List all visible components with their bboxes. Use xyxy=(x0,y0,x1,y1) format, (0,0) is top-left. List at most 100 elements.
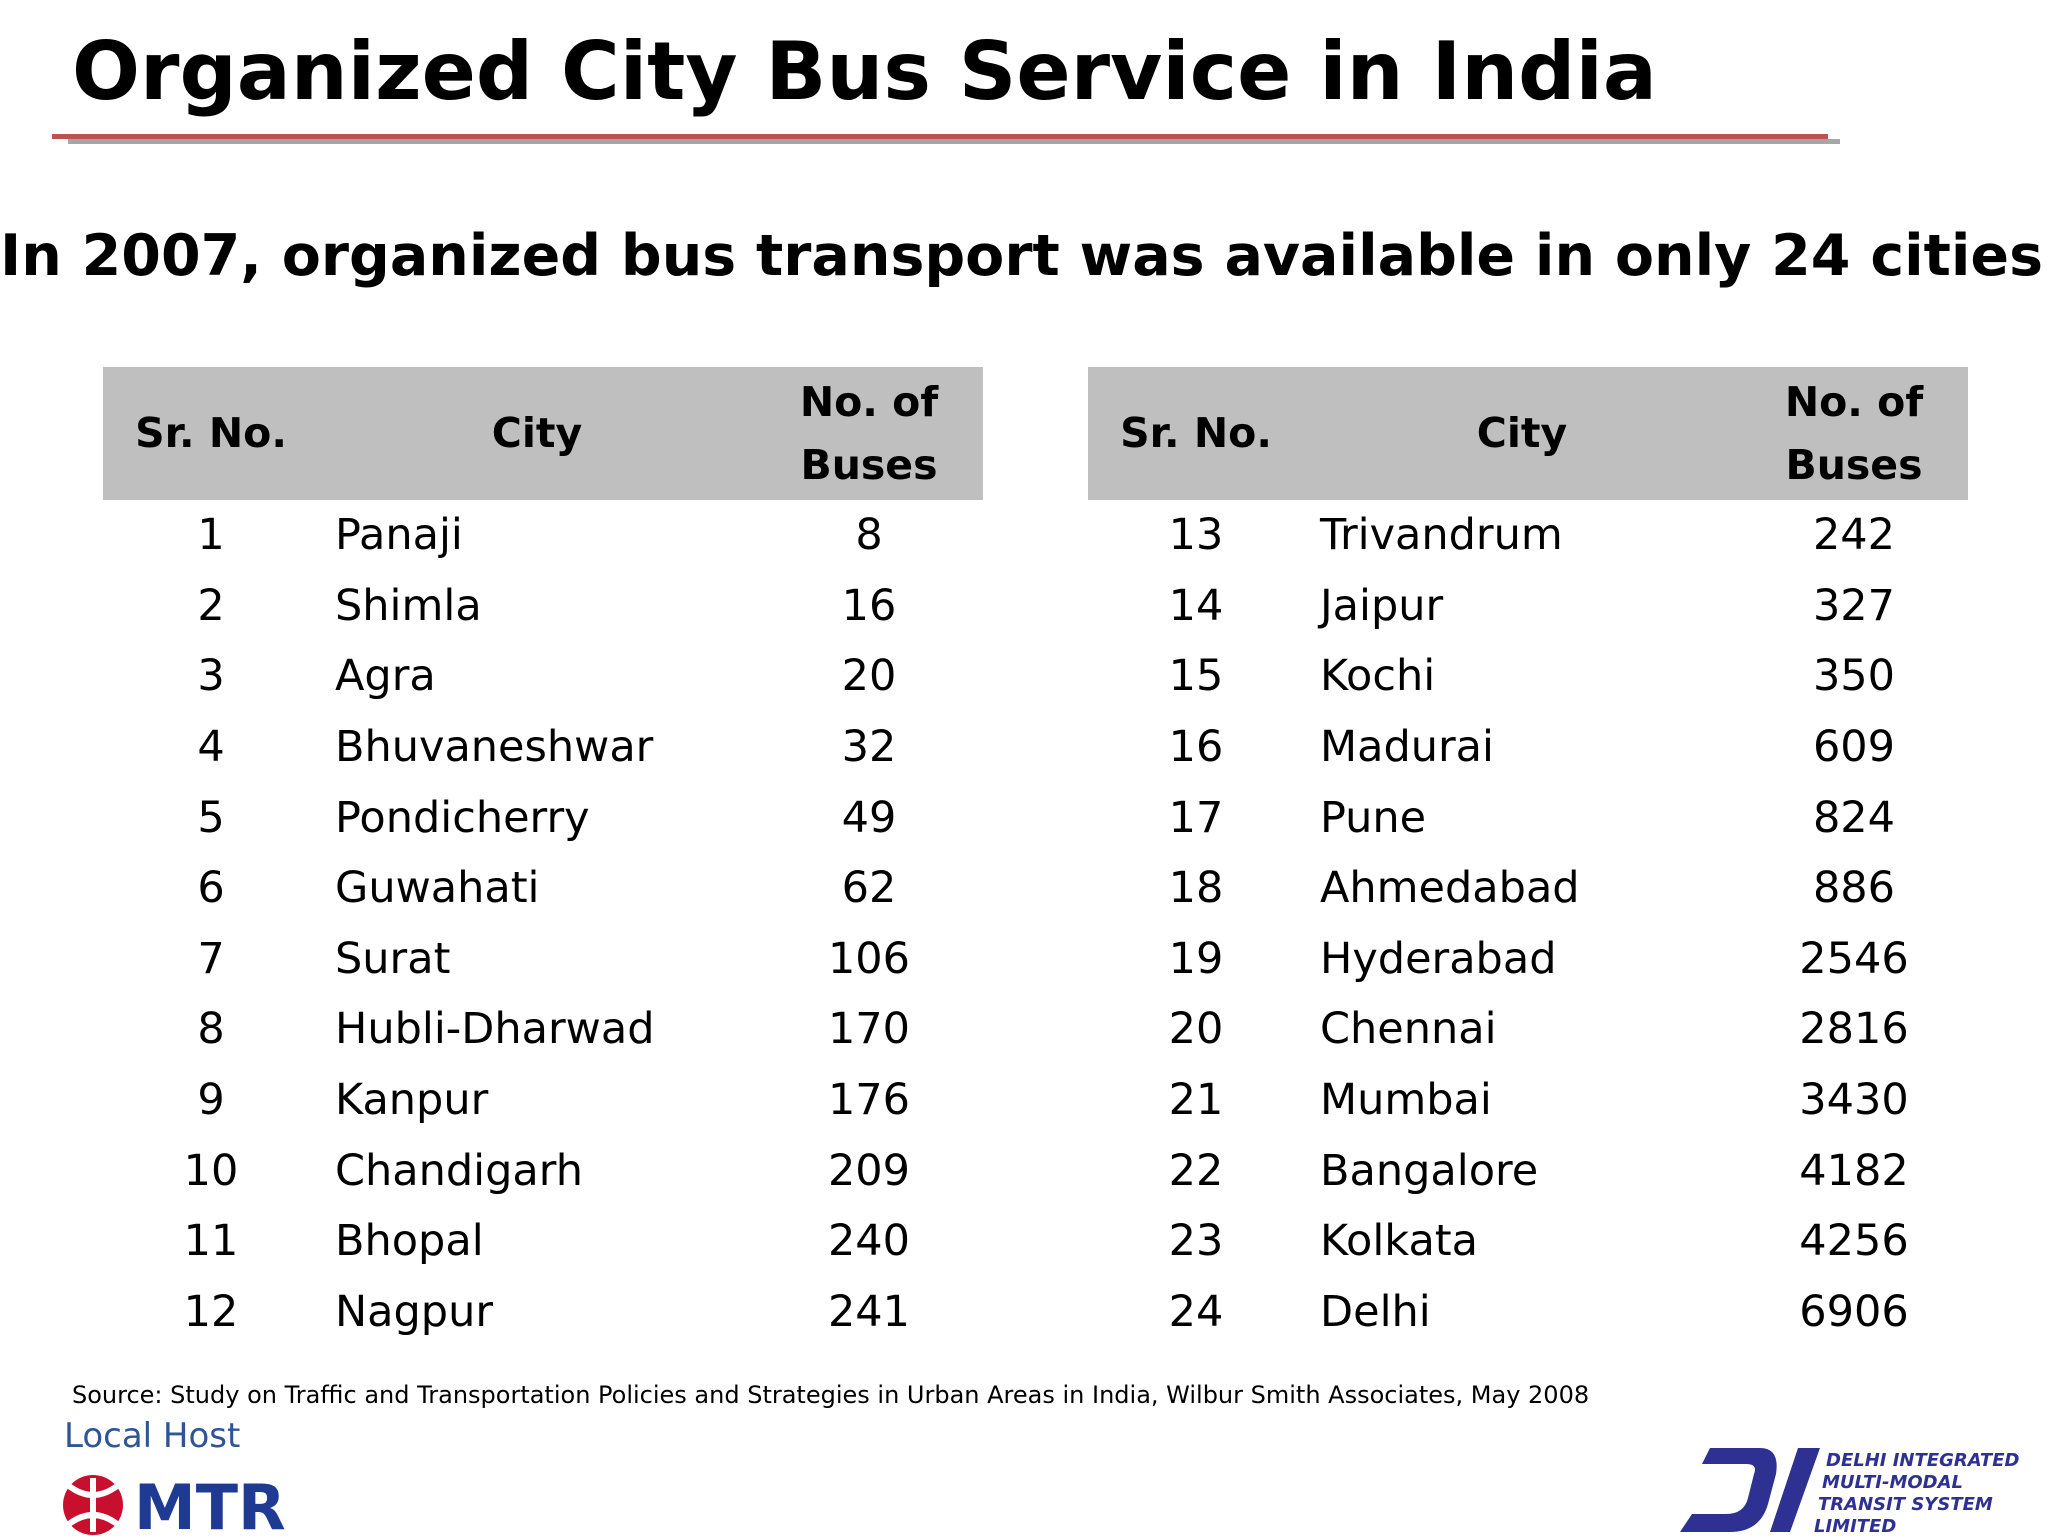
dimts-logo-line3: TRANSIT SYSTEM xyxy=(1818,1494,1993,1515)
table-row: 6 Guwahati 62 xyxy=(103,853,983,924)
cell-city: Kochi xyxy=(1320,651,1436,702)
cell-city: Surat xyxy=(335,933,451,984)
cell-sr-no: 10 xyxy=(183,1145,239,1196)
cell-sr-no: 6 xyxy=(197,863,225,914)
cell-no-of-buses: 32 xyxy=(841,722,897,773)
cell-no-of-buses: 209 xyxy=(827,1145,911,1196)
cell-sr-no: 24 xyxy=(1168,1286,1224,1337)
table-row: 22 Bangalore 4182 xyxy=(1088,1135,1968,1206)
table-row: 8 Hubli-Dharwad 170 xyxy=(103,994,983,1065)
cell-no-of-buses: 350 xyxy=(1812,651,1896,702)
cell-sr-no: 19 xyxy=(1168,933,1224,984)
cell-city: Hubli-Dharwad xyxy=(335,1004,655,1055)
header-no-of-buses: No. of Buses xyxy=(755,367,983,500)
cell-city: Trivandrum xyxy=(1320,510,1563,561)
dimts-logo-line4: LIMITED xyxy=(1814,1516,1896,1536)
table-header-row: Sr. No. City No. of Buses xyxy=(1088,367,1968,500)
slide-title: Organized City Bus Service in India xyxy=(72,25,1657,118)
header-no-of-buses: No. of Buses xyxy=(1740,367,1968,500)
cell-city: Kolkata xyxy=(1320,1216,1479,1267)
table-row: 17 Pune 824 xyxy=(1088,782,1968,853)
cell-sr-no: 18 xyxy=(1168,863,1224,914)
table-body-right: 13 Trivandrum 242 14 Jaipur 327 15 Kochi 350 16 Ma… xyxy=(1088,500,1968,1347)
cell-sr-no: 13 xyxy=(1168,510,1224,561)
header-buses-line1: No. of xyxy=(799,377,939,426)
cell-no-of-buses: 886 xyxy=(1812,863,1896,914)
header-sr-no: Sr. No. xyxy=(103,367,319,500)
cell-city: Pondicherry xyxy=(335,792,590,843)
cell-city: Hyderabad xyxy=(1320,933,1557,984)
cell-sr-no: 22 xyxy=(1168,1145,1224,1196)
table-row: 21 Mumbai 3430 xyxy=(1088,1065,1968,1136)
cell-sr-no: 7 xyxy=(197,933,225,984)
table-row: 20 Chennai 2816 xyxy=(1088,994,1968,1065)
cell-city: Mumbai xyxy=(1320,1075,1492,1126)
cell-sr-no: 16 xyxy=(1168,722,1224,773)
dimts-emblem-icon xyxy=(1680,1448,1820,1532)
table-row: 12 Nagpur 241 xyxy=(103,1277,983,1348)
table-row: 3 Agra 20 xyxy=(103,641,983,712)
cell-no-of-buses: 176 xyxy=(827,1075,911,1126)
source-note: Source: Study on Traffic and Transportat… xyxy=(72,1381,1590,1409)
cell-no-of-buses: 20 xyxy=(841,651,897,702)
table-row: 11 Bhopal 240 xyxy=(103,1206,983,1277)
cell-no-of-buses: 49 xyxy=(841,792,897,843)
table-row: 16 Madurai 609 xyxy=(1088,712,1968,783)
cell-no-of-buses: 16 xyxy=(841,580,897,631)
table-row: 14 Jaipur 327 xyxy=(1088,571,1968,642)
cell-sr-no: 3 xyxy=(197,651,225,702)
cell-no-of-buses: 824 xyxy=(1812,792,1896,843)
cell-no-of-buses: 3430 xyxy=(1799,1075,1909,1126)
cell-sr-no: 5 xyxy=(197,792,225,843)
cell-sr-no: 2 xyxy=(197,580,225,631)
cell-city: Bangalore xyxy=(1320,1145,1539,1196)
cell-city: Guwahati xyxy=(335,863,540,914)
cell-sr-no: 15 xyxy=(1168,651,1224,702)
table-header-row: Sr. No. City No. of Buses xyxy=(103,367,983,500)
table-row: 1 Panaji 8 xyxy=(103,500,983,571)
cell-sr-no: 14 xyxy=(1168,580,1224,631)
cell-city: Bhuvaneshwar xyxy=(335,722,654,773)
dimts-logo: DELHI INTEGRATED MULTI-MODAL TRANSIT SYS… xyxy=(1680,1448,2019,1536)
cell-no-of-buses: 62 xyxy=(841,863,897,914)
table-row: 2 Shimla 16 xyxy=(103,571,983,642)
mtr-emblem-icon xyxy=(63,1475,123,1535)
table-row: 18 Ahmedabad 886 xyxy=(1088,853,1968,924)
slide-subtitle: In 2007, organized bus transport was ava… xyxy=(0,223,2048,289)
table-row: 5 Pondicherry 49 xyxy=(103,782,983,853)
cell-sr-no: 8 xyxy=(197,1004,225,1055)
cell-no-of-buses: 242 xyxy=(1812,510,1896,561)
cell-sr-no: 12 xyxy=(183,1286,239,1337)
cell-city: Madurai xyxy=(1320,722,1494,773)
cell-no-of-buses: 4256 xyxy=(1799,1216,1909,1267)
cell-city: Agra xyxy=(335,651,436,702)
table-row: 9 Kanpur 176 xyxy=(103,1065,983,1136)
table-row: 23 Kolkata 4256 xyxy=(1088,1206,1968,1277)
header-buses-line1: No. of xyxy=(1784,377,1924,426)
table-row: 4 Bhuvaneshwar 32 xyxy=(103,712,983,783)
header-sr-no: Sr. No. xyxy=(1088,367,1304,500)
header-buses-line2: Buses xyxy=(800,440,938,489)
table-row: 13 Trivandrum 242 xyxy=(1088,500,1968,571)
cell-city: Shimla xyxy=(335,580,482,631)
cell-city: Chennai xyxy=(1320,1004,1497,1055)
cell-no-of-buses: 241 xyxy=(827,1286,911,1337)
cell-no-of-buses: 4182 xyxy=(1799,1145,1909,1196)
cell-no-of-buses: 170 xyxy=(827,1004,911,1055)
cell-city: Bhopal xyxy=(335,1216,484,1267)
table-row: 7 Surat 106 xyxy=(103,924,983,995)
cell-no-of-buses: 6906 xyxy=(1799,1286,1909,1337)
dimts-logo-line2: MULTI-MODAL xyxy=(1822,1472,1963,1493)
cell-no-of-buses: 2816 xyxy=(1799,1004,1909,1055)
cell-city: Delhi xyxy=(1320,1286,1431,1337)
dimts-logo-line1: DELHI INTEGRATED xyxy=(1826,1450,2019,1471)
cell-city: Nagpur xyxy=(335,1286,494,1337)
cell-sr-no: 4 xyxy=(197,722,225,773)
local-host-label: Local Host xyxy=(64,1416,241,1456)
cell-sr-no: 17 xyxy=(1168,792,1224,843)
cell-sr-no: 9 xyxy=(197,1075,225,1126)
header-buses-line2: Buses xyxy=(1785,440,1923,489)
cell-city: Kanpur xyxy=(335,1075,489,1126)
cell-sr-no: 11 xyxy=(183,1216,239,1267)
cell-no-of-buses: 106 xyxy=(827,933,911,984)
